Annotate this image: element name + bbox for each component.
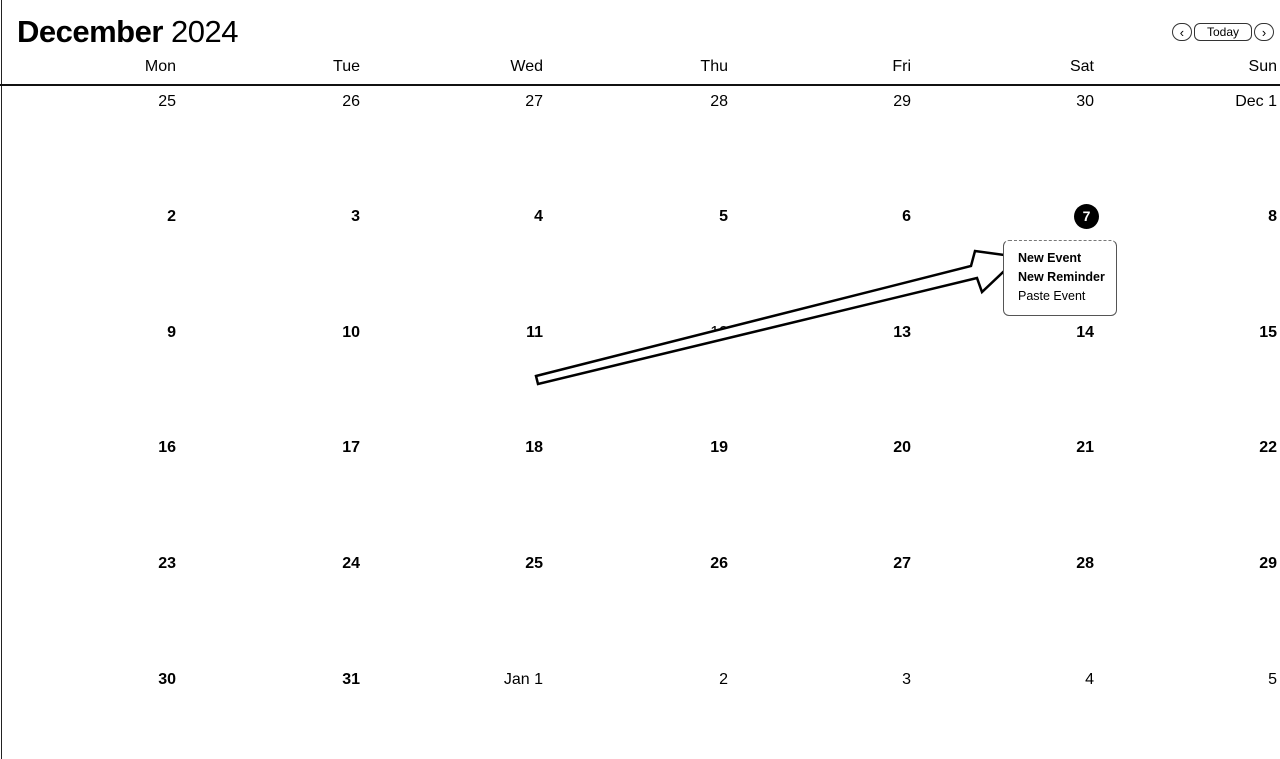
day-cell[interactable]: 4 (534, 208, 543, 225)
day-cell[interactable]: 20 (893, 439, 911, 456)
weekday-mon: Mon (144, 58, 176, 75)
day-cell[interactable]: 7 (1019, 204, 1099, 229)
day-cell[interactable]: 25 (525, 555, 543, 572)
day-cell[interactable]: 30 (158, 671, 176, 688)
day-cell[interactable]: 22 (1259, 439, 1277, 456)
weekday-sun: Sun (1248, 58, 1277, 75)
day-cell[interactable]: 30 (1076, 93, 1094, 110)
menu-item-new-event[interactable]: New Event (1018, 251, 1082, 265)
day-cell[interactable]: 21 (1076, 439, 1094, 456)
day-cell[interactable]: 31 (342, 671, 360, 688)
menu-item-new-reminder[interactable]: New Reminder (1018, 270, 1105, 284)
today-indicator: 7 (1074, 204, 1099, 229)
day-cell[interactable]: 6 (902, 208, 911, 225)
day-cell[interactable]: 25 (158, 93, 176, 110)
weekday-sat: Sat (1069, 58, 1094, 75)
day-cell[interactable]: 9 (167, 324, 176, 341)
day-cell[interactable]: 16 (158, 439, 176, 456)
day-cell[interactable]: Dec 1 (1235, 93, 1277, 110)
menu-item-paste-event[interactable]: Paste Event (1018, 289, 1086, 303)
day-cell[interactable]: 27 (893, 555, 911, 572)
year-label: 2024 (171, 14, 239, 49)
day-cell[interactable]: 11 (526, 324, 543, 341)
day-cell[interactable]: 26 (342, 93, 360, 110)
day-cell[interactable]: 27 (525, 93, 543, 110)
today-button[interactable]: Today (1193, 23, 1252, 41)
day-cell[interactable]: 4 (1085, 671, 1094, 688)
weekday-header: Mon Tue Wed Thu Fri Sat Sun (0, 58, 1280, 80)
day-cell[interactable]: 29 (893, 93, 911, 110)
day-cell[interactable]: 28 (1076, 555, 1094, 572)
navigation-controls: ‹ Today › (1171, 22, 1274, 42)
context-menu: New Event New Reminder Paste Event (1003, 240, 1117, 316)
previous-month-button[interactable]: ‹ (1171, 23, 1192, 41)
day-cell[interactable]: 28 (710, 93, 728, 110)
header-divider (0, 84, 1280, 86)
day-cell[interactable]: 3 (351, 208, 360, 225)
month-grid: 25 26 27 28 29 30 Dec 1 2 3 4 5 6 7 8 9 10 11 12 13 14 15 16 1… (0, 85, 1280, 759)
weekday-thu: Thu (700, 58, 728, 75)
day-cell[interactable]: 24 (342, 555, 360, 572)
weekday-tue: Tue (333, 58, 360, 75)
page-title: December 2024 (17, 14, 239, 50)
day-cell[interactable]: 10 (342, 324, 360, 341)
day-cell[interactable]: 26 (710, 555, 728, 572)
day-cell[interactable]: 17 (342, 439, 360, 456)
day-cell[interactable]: 2 (167, 208, 176, 225)
day-cell[interactable]: 2 (719, 671, 728, 688)
day-cell[interactable]: 19 (710, 439, 728, 456)
day-cell[interactable]: 3 (902, 671, 911, 688)
day-cell[interactable]: Jan 1 (503, 671, 543, 688)
window-left-border (1, 0, 2, 759)
weekday-fri: Fri (892, 58, 911, 75)
chevron-left-icon: ‹ (1179, 24, 1185, 40)
day-cell[interactable]: 12 (710, 324, 728, 341)
day-cell[interactable]: 5 (719, 208, 728, 225)
day-cell[interactable]: 29 (1259, 555, 1277, 572)
day-cell[interactable]: 13 (893, 324, 911, 341)
next-month-button[interactable]: › (1254, 23, 1274, 41)
day-cell[interactable]: 5 (1268, 671, 1277, 688)
day-cell[interactable]: 23 (158, 555, 176, 572)
month-label: December (17, 14, 163, 49)
weekday-wed: Wed (510, 58, 543, 75)
day-cell[interactable]: 14 (1076, 324, 1094, 341)
day-cell[interactable]: 18 (525, 439, 543, 456)
day-cell[interactable]: 8 (1268, 208, 1277, 225)
day-cell[interactable]: 15 (1259, 324, 1277, 341)
chevron-right-icon: › (1261, 24, 1267, 40)
